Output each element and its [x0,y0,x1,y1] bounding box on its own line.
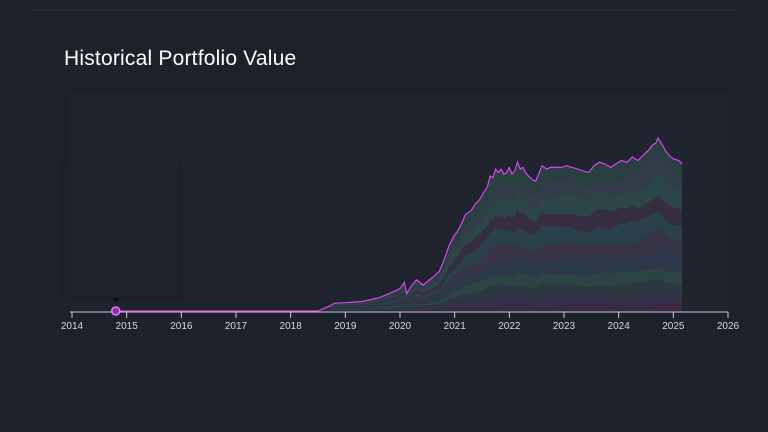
top-divider [32,10,738,11]
x-tick-label: 2018 [280,321,303,332]
chart-title: Historical Portfolio Value [64,47,297,70]
component-band-5 [115,248,683,311]
x-tick-label: 2023 [553,321,576,332]
x-tick-label: 2021 [444,321,467,332]
plot-upper-shade [70,94,728,166]
component-band-9 [115,170,683,311]
x-tick-label: 2020 [389,321,412,332]
component-band-6 [115,228,683,311]
x-axis-ticks: 2014 2015 2016 2017 2018 2019 2020 2021 2022 2023… [61,312,740,332]
total-value-line [115,136,683,312]
range-selection-window[interactable] [62,159,182,299]
component-band-3 [115,278,683,311]
x-tick-label: 2022 [498,321,521,332]
component-band-2 [115,291,683,311]
component-band-10 [115,152,683,311]
x-tick-label: 2015 [116,321,139,332]
component-stack [115,138,683,311]
x-tick-label: 2017 [225,321,248,332]
component-band-7 [115,210,683,311]
x-tick-label: 2019 [334,321,357,332]
range-handle-caret[interactable] [111,298,120,303]
x-tick-label: 2016 [170,321,193,332]
x-tick-label: 2025 [662,321,685,332]
component-band-8 [115,195,683,311]
x-tick-label: 2026 [717,321,740,332]
range-start-handle[interactable] [110,306,121,316]
x-tick-label: 2014 [61,321,84,332]
x-tick-label: 2024 [608,321,631,332]
component-band-1 [115,303,683,311]
component-band-11 [115,138,683,311]
component-band-4 [115,267,683,311]
